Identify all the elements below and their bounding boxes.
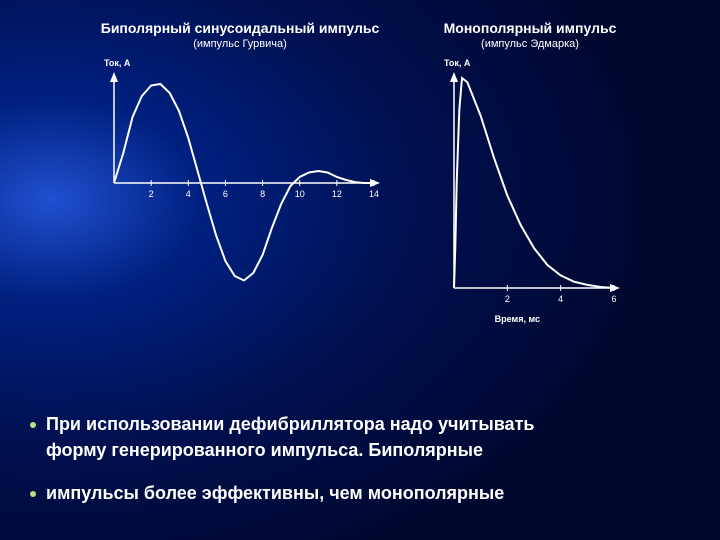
svg-text:2: 2 [505,294,510,304]
right-chart-ylabel: Ток, А [444,58,620,68]
left-chart-ylabel: Ток, А [104,58,380,68]
right-chart-title: Монополярный импульс [440,20,620,36]
svg-text:4: 4 [558,294,563,304]
svg-text:4: 4 [186,189,191,199]
left-chart: 2 4 6 8 10 12 14 [100,68,380,308]
left-chart-title: Биполярный синусоидальный импульс [100,20,380,36]
x-axis-label: Время, мс [0,314,720,324]
left-chart-subtitle: (импульс Гурвича) [100,38,380,50]
bullet-text-1: При использовании дефибриллятора надо уч… [46,412,534,462]
right-chart: 2 4 6 [440,68,620,308]
left-chart-block: Биполярный синусоидальный импульс (импул… [100,20,380,308]
bullet-dot-icon [30,491,36,497]
bullet-line-1a: При использовании дефибриллятора надо уч… [46,414,534,434]
svg-text:12: 12 [332,189,342,199]
svg-text:2: 2 [149,189,154,199]
svg-text:6: 6 [611,294,616,304]
right-chart-block: Монополярный импульс (импульс Эдмарка) Т… [440,20,620,308]
svg-text:6: 6 [223,189,228,199]
bullet-text-2: импульсы более эффективны, чем монополяр… [46,481,504,506]
svg-text:10: 10 [295,189,305,199]
svg-text:8: 8 [260,189,265,199]
bullet-block: При использовании дефибриллятора надо уч… [30,412,690,510]
right-chart-subtitle: (импульс Эдмарка) [440,38,620,50]
bullet-dot-icon [30,422,36,428]
svg-text:14: 14 [369,189,379,199]
bullet-line-1b: форму генерированного импульса. Биполярн… [46,440,483,460]
